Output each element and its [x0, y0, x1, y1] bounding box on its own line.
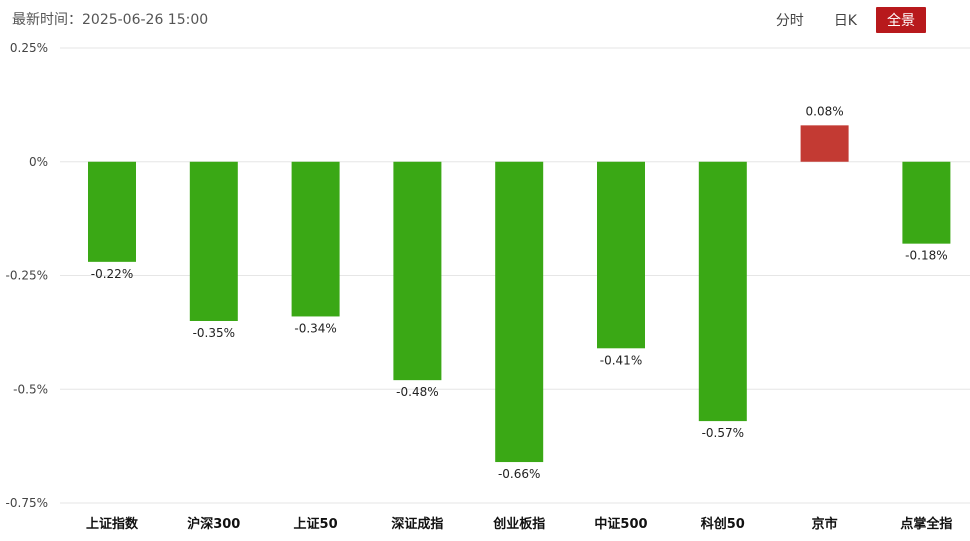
latest-time-label: 最新时间: [12, 12, 68, 28]
bar: [393, 161, 442, 381]
data-label: -0.66%: [498, 467, 540, 481]
latest-time: 最新时间：2025-06-26 15:00: [12, 12, 209, 28]
data-label: -0.34%: [294, 321, 336, 335]
y-tick-label: -0.5%: [13, 382, 48, 396]
bar: [800, 125, 849, 162]
y-tick-label: -0.25%: [6, 269, 48, 283]
y-tick-label: 0.25%: [10, 41, 48, 55]
view-tabs: 分时 日K 全景: [757, 7, 926, 33]
x-tick-label: 上证50: [294, 517, 338, 532]
x-tick-label: 点掌全指: [900, 516, 952, 532]
y-tick-label: 0%: [29, 155, 48, 169]
tab-overview[interactable]: 全景: [876, 7, 926, 33]
bar: [597, 161, 645, 349]
bar: [189, 161, 238, 321]
data-label: -0.57%: [702, 426, 744, 440]
data-label: -0.18%: [905, 249, 947, 263]
tab-intraday[interactable]: 分时: [775, 13, 804, 29]
bar: [902, 161, 951, 244]
x-tick-label: 上证指数: [86, 516, 139, 532]
bar: [88, 161, 136, 262]
data-label: -0.41%: [600, 353, 642, 367]
data-label: -0.35%: [193, 326, 235, 340]
bar: [495, 161, 544, 463]
x-tick-label: 沪深300: [187, 516, 240, 532]
data-label: -0.48%: [396, 385, 438, 399]
bar: [698, 161, 747, 422]
x-tick-label: 科创50: [701, 516, 745, 532]
data-label: 0.08%: [806, 104, 844, 118]
data-label: -0.22%: [91, 267, 133, 281]
x-tick-label: 京市: [812, 516, 838, 532]
y-tick-label: -0.75%: [6, 496, 48, 510]
x-tick-label: 中证500: [594, 516, 647, 532]
tab-daily-k[interactable]: 日K: [833, 13, 857, 29]
latest-time-value: 2025-06-26 15:00: [82, 12, 209, 28]
x-tick-label: 深证成指: [391, 516, 443, 532]
x-tick-label: 创业板指: [492, 516, 545, 532]
bar: [291, 161, 340, 317]
